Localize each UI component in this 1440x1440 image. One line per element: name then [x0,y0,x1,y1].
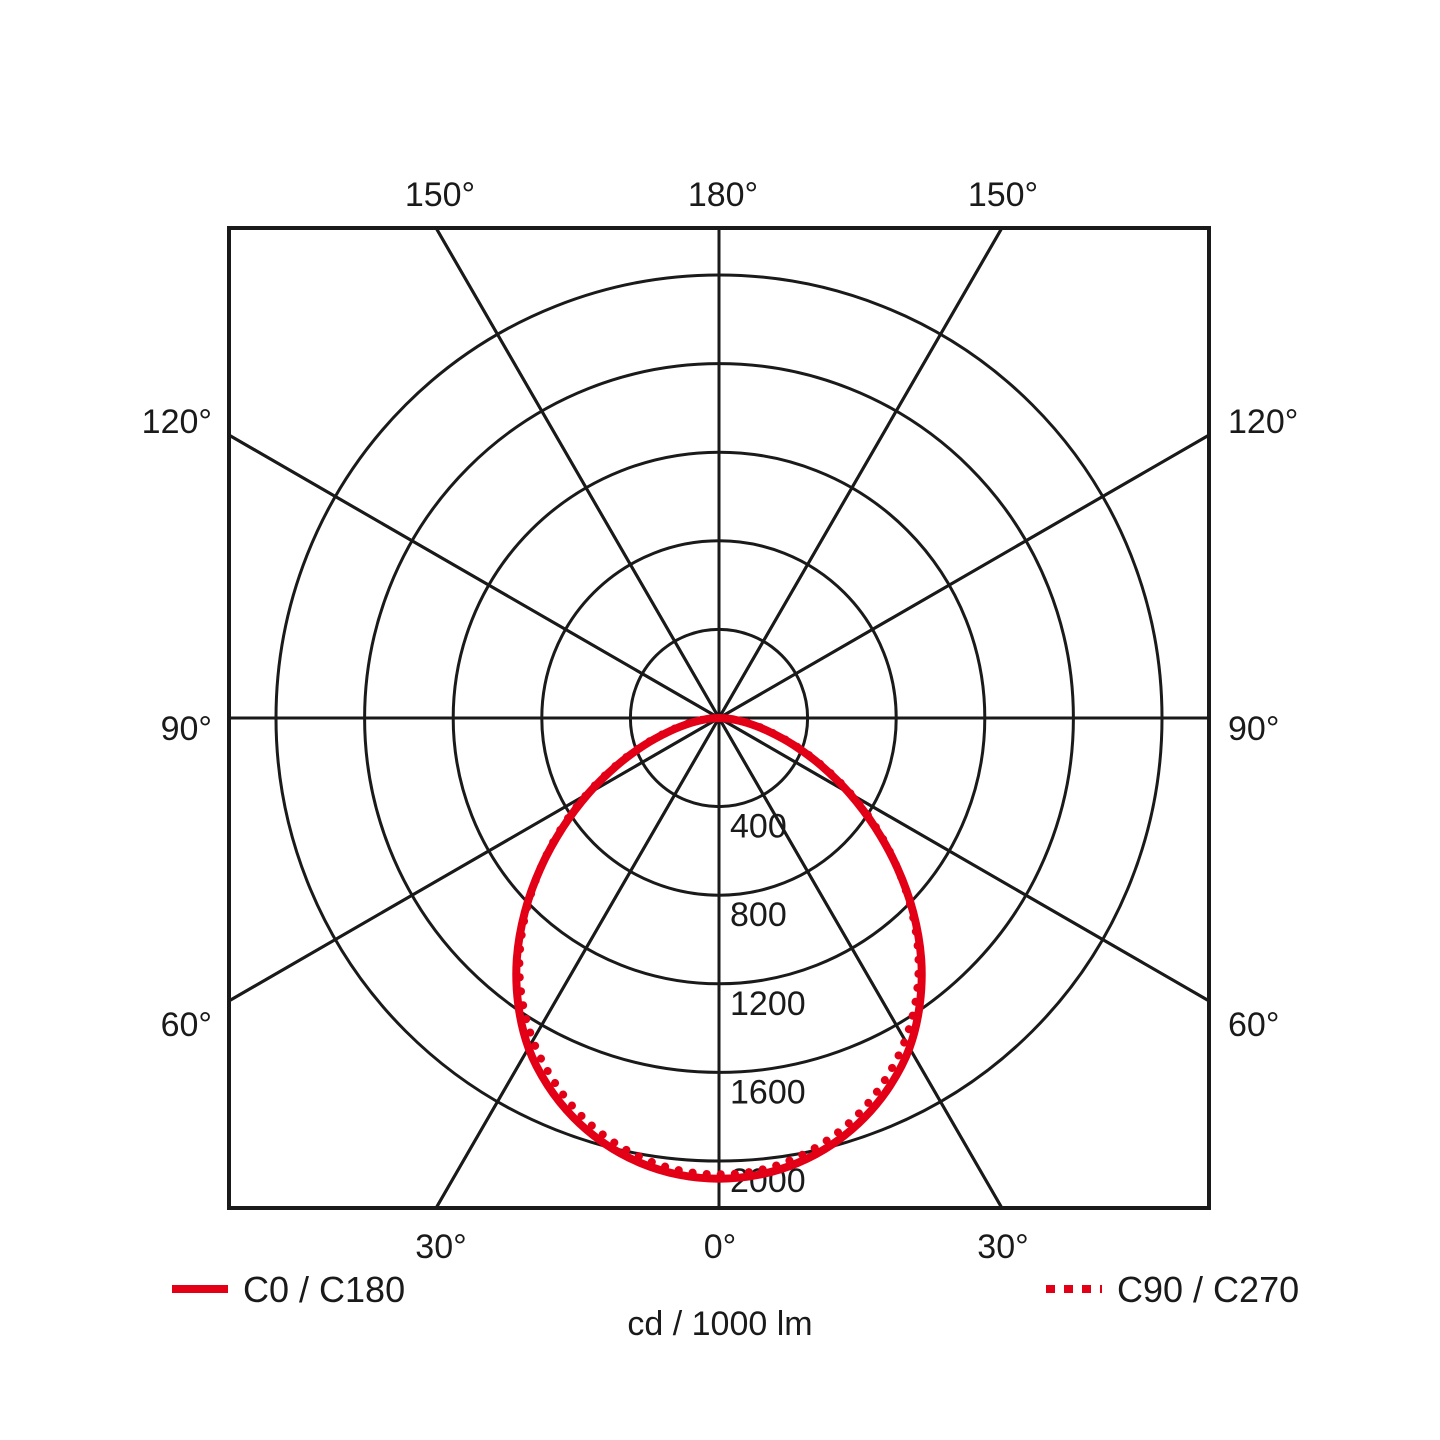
angle-label-top-center: 180° [688,176,758,214]
distribution-curves [512,714,926,1183]
angle-label-right-upper: 120° [1228,403,1298,441]
angle-label-left-upper: 120° [142,403,212,441]
radial-tick-label-1200: 1200 [730,985,806,1023]
chart-caption: cd / 1000 lm [627,1305,812,1343]
legend-label-c0-c180: C0 / C180 [243,1269,405,1310]
grid-ring-2000 [274,273,1164,1163]
grid-ring-1200 [451,450,987,986]
angle-label-bottom-right: 30° [977,1228,1028,1266]
angle-label-top-left: 150° [405,176,475,214]
curve-c90-c270 [515,714,923,1179]
radial-tick-label-400: 400 [730,808,787,846]
angle-label-left-middle: 90° [161,710,212,748]
angle-label-right-lower: 60° [1228,1006,1279,1044]
radial-tick-label-800: 800 [730,896,787,934]
angle-label-bottom-center: 0° [704,1228,737,1266]
angle-label-bottom-left: 30° [415,1228,466,1266]
legend-label-c90-c270: C90 / C270 [1117,1269,1299,1310]
grid-ring-1600 [363,362,1075,1074]
grid-ring-400 [628,627,810,809]
grid-ring-800 [540,539,898,897]
radial-tick-label-1600: 1600 [730,1073,806,1111]
angle-label-right-middle: 90° [1228,710,1279,748]
angle-label-left-lower: 60° [161,1006,212,1044]
angle-label-top-right: 150° [968,176,1038,214]
